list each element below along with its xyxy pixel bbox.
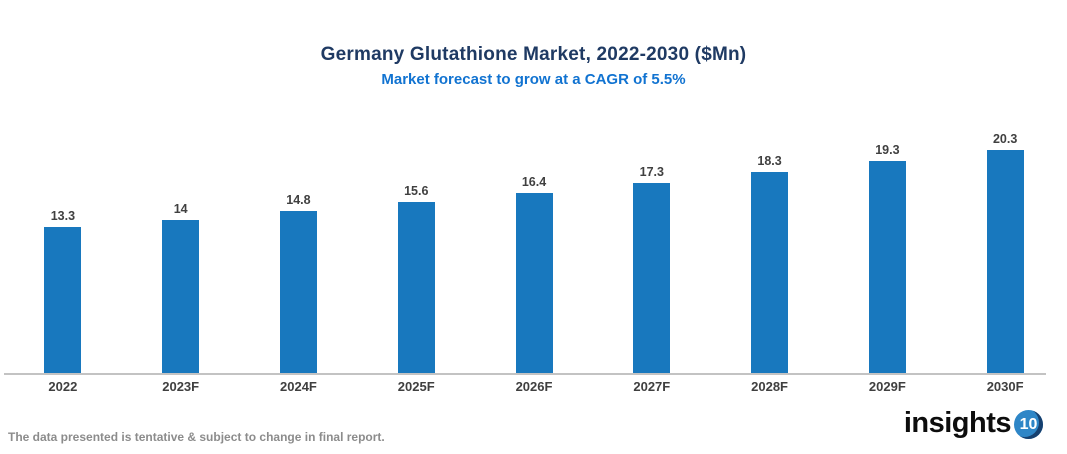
bar xyxy=(44,227,82,374)
bar-column: 18.3 xyxy=(711,154,829,374)
logo-text: insights xyxy=(903,407,1012,439)
x-axis-tick-label: 2027F xyxy=(633,379,671,394)
bar-column: 16.4 xyxy=(475,175,593,374)
chart-subtitle: Market forecast to grow at a CAGR of 5.5… xyxy=(381,71,686,88)
bar-value-label: 14 xyxy=(173,202,188,216)
logo-badge-10-icon: 10 xyxy=(1014,410,1043,439)
bar-column: 14 xyxy=(122,202,240,374)
chart-title: Germany Glutathione Market, 2022-2030 ($… xyxy=(320,44,747,65)
insights10-logo: insights 10 xyxy=(904,407,1043,439)
bar xyxy=(986,150,1024,374)
bar-column: 14.8 xyxy=(240,193,358,374)
bar-value-label: 13.3 xyxy=(50,209,76,223)
bar-column: 19.3 xyxy=(828,143,946,374)
x-axis-tick-label: 2029F xyxy=(868,379,906,394)
x-axis-category-labels: 2022 2023F 2024F 2025F 2026F 2027F 2028F 2029F 2… xyxy=(4,379,1064,394)
bar-column: 17.3 xyxy=(593,165,711,374)
bar-column: 13.3 xyxy=(4,209,122,374)
bar xyxy=(162,220,200,374)
bar-value-label: 20.3 xyxy=(992,132,1018,146)
bar-chart-plot-area: 13.3 14 14.8 15.6 16.4 17.3 18.3 19.3 20.3 xyxy=(4,104,1064,374)
x-axis-tick-label: 2030F xyxy=(986,379,1024,394)
bar-value-label: 17.3 xyxy=(639,165,664,179)
x-axis-tick-label: 2023F xyxy=(162,379,200,394)
bar xyxy=(279,211,317,374)
bar-value-label: 16.4 xyxy=(521,175,547,189)
bar-column: 15.6 xyxy=(357,184,475,374)
bar xyxy=(633,183,671,374)
bar-value-label: 15.6 xyxy=(404,184,429,198)
bar xyxy=(515,193,553,374)
x-axis-tick-label: 2028F xyxy=(751,379,789,394)
x-axis-tick-label: 2025F xyxy=(397,379,435,394)
bar-column: 20.3 xyxy=(946,132,1064,374)
x-axis-tick-label: 2022 xyxy=(48,379,78,394)
x-axis-tick-label: 2026F xyxy=(515,379,553,394)
bar-value-label: 18.3 xyxy=(757,154,782,168)
bar-value-label: 19.3 xyxy=(875,143,900,157)
footer-disclaimer: The data presented is tentative & subjec… xyxy=(8,430,385,444)
x-axis-line xyxy=(4,373,1046,375)
bar-value-label: 14.8 xyxy=(286,193,311,207)
bar xyxy=(751,172,789,374)
bar xyxy=(868,161,906,374)
bar xyxy=(397,202,435,374)
x-axis-tick-label: 2024F xyxy=(280,379,317,394)
